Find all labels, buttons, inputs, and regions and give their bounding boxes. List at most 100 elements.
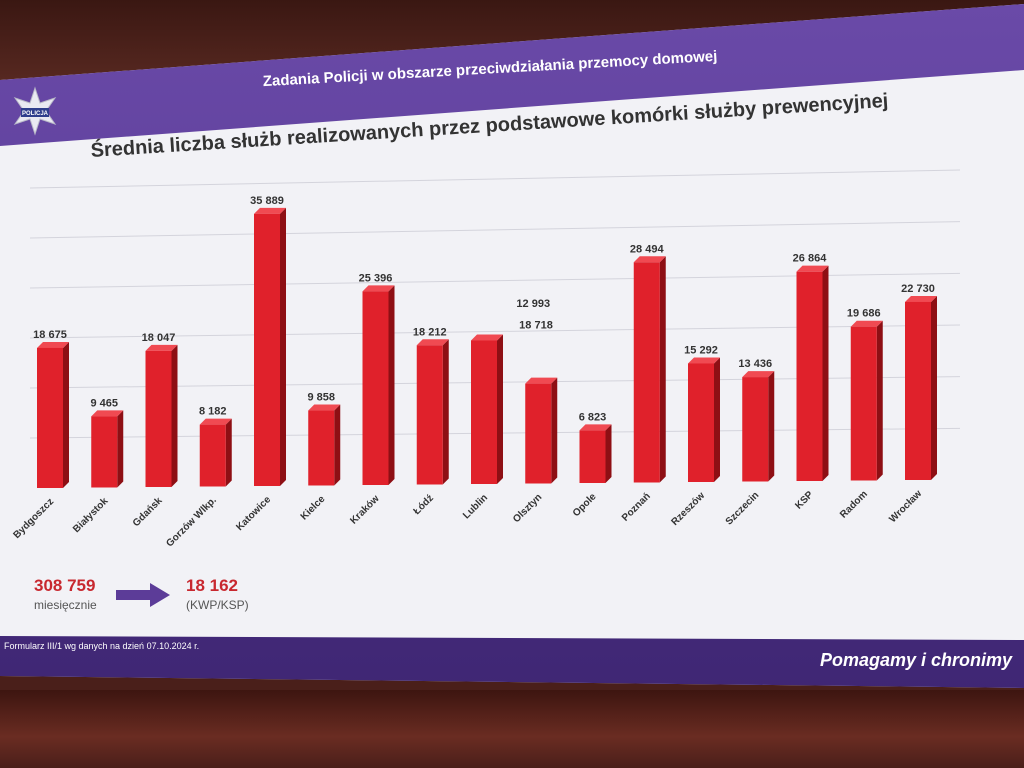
bar-top — [254, 207, 286, 214]
value-label: 35 889 — [250, 195, 284, 207]
value-label: 28 494 — [630, 243, 665, 255]
chart-category-labels: Bydgoszcz Białystok Gdańsk Gorzów Wlkp. Kato… — [11, 488, 924, 549]
bar-ksp — [796, 265, 829, 481]
bar-top — [471, 334, 503, 341]
bar-front — [199, 424, 226, 487]
bar-front — [91, 416, 118, 488]
bar-front — [37, 347, 63, 488]
bar-top — [91, 410, 124, 417]
bar-front — [688, 363, 714, 482]
bar-side — [876, 320, 883, 481]
bar-side — [497, 334, 503, 484]
bar-front — [525, 383, 552, 484]
bar-top — [199, 418, 232, 425]
value-label: 19 686 — [847, 308, 881, 320]
value-label: 9 465 — [90, 397, 118, 409]
value-label: 15 292 — [684, 344, 718, 356]
bar-side — [931, 295, 937, 480]
value-label: 26 864 — [793, 253, 828, 265]
value-label: 6 823 — [579, 411, 607, 423]
gridline — [29, 169, 961, 189]
chart-bars — [37, 207, 937, 488]
bar-side — [768, 371, 775, 482]
gridline — [29, 221, 961, 239]
bar-top — [416, 339, 449, 346]
bar-lublin — [471, 334, 503, 484]
bar-side — [171, 344, 178, 487]
bar-side — [388, 285, 395, 485]
bar-front — [308, 410, 335, 486]
bar-szczecin — [742, 371, 775, 482]
summary-total-label: miesięcznie — [34, 598, 97, 612]
bar-front — [742, 377, 769, 482]
bar-wrocław — [905, 295, 937, 480]
summary-average-label: (KWP/KSP) — [186, 598, 249, 612]
bar-front — [362, 291, 389, 485]
bar-top — [579, 424, 612, 431]
category-label: Wrocław — [887, 488, 924, 525]
bar-top — [145, 344, 178, 351]
category-label: Rzeszów — [669, 490, 707, 528]
bar-side — [442, 339, 449, 485]
chart-value-labels: 18 675 9 465 18 047 8 182 35 889 9 858 25 396 1… — [33, 195, 935, 424]
category-label: Olsztyn — [511, 492, 544, 525]
value-label: 22 730 — [901, 283, 935, 295]
value-label: 13 436 — [738, 358, 772, 370]
value-label: 18 718 — [519, 319, 553, 331]
bar-top — [362, 285, 395, 292]
bar-top — [850, 320, 883, 327]
value-label: 25 396 — [359, 272, 393, 284]
category-label: Katowice — [234, 494, 273, 533]
slogan: Pomagamy i chronimy — [820, 650, 1013, 670]
bar-top — [633, 256, 666, 263]
bar-gorzów-wlkp- — [199, 418, 232, 487]
bar-side — [551, 377, 558, 484]
bar-top — [796, 265, 829, 272]
bar-katowice — [254, 207, 286, 487]
value-label: 18 212 — [413, 326, 447, 338]
category-label: Gdańsk — [131, 495, 165, 529]
logo-label-plate — [21, 108, 49, 117]
bar-opole — [579, 424, 612, 483]
category-label: Opole — [571, 491, 599, 519]
value-label: 8 182 — [199, 406, 227, 418]
bar-side — [225, 418, 232, 487]
bar-side — [63, 341, 69, 488]
right-arrow-icon — [116, 583, 170, 607]
police-star-icon: POLICJA — [10, 86, 60, 136]
category-label: Szczecin — [724, 490, 762, 528]
bar-top — [37, 341, 69, 348]
bar-top — [905, 295, 937, 302]
bar-kraków — [362, 285, 395, 485]
category-label: Kielce — [299, 494, 328, 523]
category-label: KSP — [793, 489, 816, 512]
bar-side — [280, 207, 286, 487]
source-note: Formularz III/1 wg danych na dzień 07.10… — [4, 641, 200, 651]
bar-side — [659, 256, 666, 483]
bar-side — [714, 357, 720, 482]
category-label: Poznań — [620, 491, 653, 524]
category-label: Lublin — [461, 492, 490, 521]
bar-side — [117, 410, 124, 488]
category-label: Białystok — [71, 496, 111, 536]
category-label: Bydgoszcz — [11, 496, 56, 541]
bar-front — [471, 340, 497, 484]
bar-łódź — [416, 339, 449, 485]
category-label: Radom — [838, 489, 870, 521]
bar-kielce — [308, 404, 341, 486]
logo-label: POLICJA — [22, 111, 49, 117]
category-label: Łódź — [412, 493, 436, 517]
bar-side — [822, 265, 829, 481]
bar-top — [525, 377, 558, 384]
value-label: 18 047 — [142, 332, 176, 344]
category-label: Gorzów Wlkp. — [164, 495, 219, 550]
bar-front — [633, 262, 660, 483]
value-label: 18 675 — [33, 329, 67, 341]
bar-side — [334, 404, 341, 486]
bar-bydgoszcz — [37, 341, 69, 488]
bar-rzeszów — [688, 357, 720, 482]
bar-top — [688, 357, 720, 364]
summary-average-value: 18 162 — [186, 576, 238, 595]
bar-radom — [850, 320, 883, 481]
bar-front — [416, 345, 443, 485]
